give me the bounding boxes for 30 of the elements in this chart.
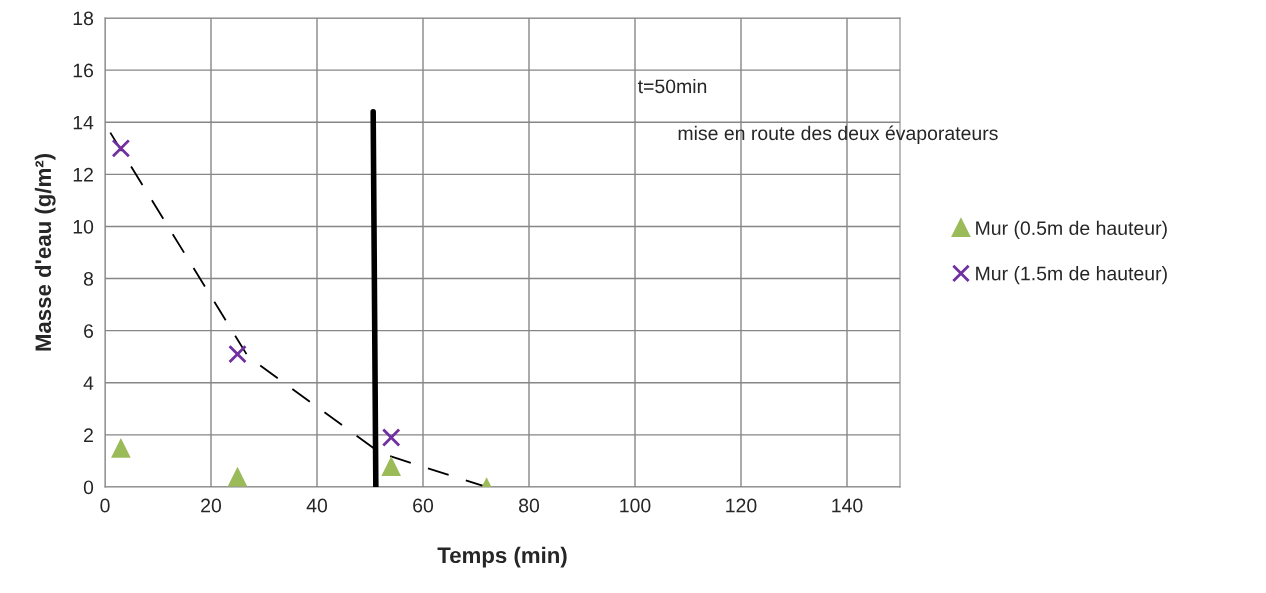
point	[381, 428, 401, 447]
y-tick-label: 18	[73, 11, 94, 26]
x-axis-title: Temps (min)	[437, 546, 567, 568]
x-tick-label: 60	[413, 498, 434, 513]
point	[111, 138, 131, 158]
x-tick-label: 0	[100, 498, 110, 513]
annotation: mise en route des deux évaporateurs	[678, 125, 998, 144]
x-tick-label: 20	[201, 498, 222, 513]
legend-label: Mur (1.5m de hauteur)	[976, 266, 1167, 285]
y-tick-label: 12	[73, 167, 93, 182]
y-tick-label: 4	[83, 376, 94, 390]
point	[111, 438, 131, 458]
x-tick-label: 140	[832, 498, 863, 513]
x-tick-label: 80	[519, 498, 540, 513]
point	[381, 456, 402, 476]
y-tick-label: 2	[84, 428, 93, 442]
annotation: t=50min	[637, 78, 707, 94]
point	[228, 344, 247, 364]
y-tick-label: 16	[73, 63, 94, 78]
x-tick-label: 100	[620, 498, 651, 513]
x-tick-label: 40	[306, 498, 328, 513]
y-tick-label: 10	[73, 219, 94, 234]
y-tick-label: 8	[83, 272, 94, 286]
y-axis-title: Masse d'eau (g/m²)	[34, 154, 56, 351]
point	[227, 466, 248, 487]
y-tick-label: 0	[83, 480, 94, 495]
y-tick-label: 6	[84, 324, 94, 338]
x-tick-label: 120	[726, 498, 757, 513]
legend-label: Mur (0.5m de hauteur)	[976, 220, 1167, 239]
y-tick-label: 14	[73, 115, 94, 130]
